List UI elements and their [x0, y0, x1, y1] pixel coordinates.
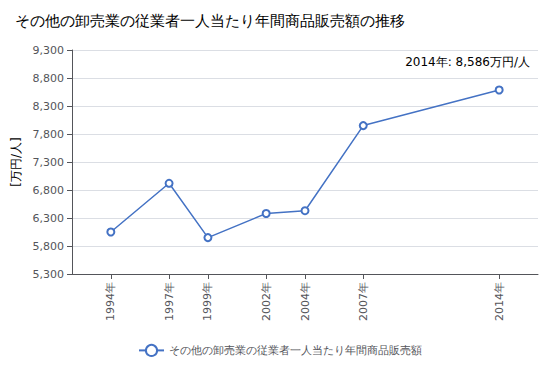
svg-text:8,800: 8,800 [33, 72, 65, 85]
svg-text:5,800: 5,800 [33, 240, 65, 253]
svg-text:5,300: 5,300 [33, 268, 65, 281]
svg-text:その他の卸売業の従業者一人当たり年間商品販売額の推移: その他の卸売業の従業者一人当たり年間商品販売額の推移 [15, 12, 405, 30]
svg-text:2014年: 8,586万円/人: 2014年: 8,586万円/人 [405, 55, 530, 69]
svg-text:6,300: 6,300 [33, 212, 65, 225]
svg-text:1999年: 1999年 [201, 282, 214, 321]
svg-text:その他の卸売業の従業者一人当たり年間商品販売額: その他の卸売業の従業者一人当たり年間商品販売額 [169, 344, 422, 357]
svg-text:7,800: 7,800 [33, 128, 65, 141]
svg-text:6,800: 6,800 [33, 184, 65, 197]
svg-text:1994年: 1994年 [104, 282, 117, 321]
svg-text:1997年: 1997年 [163, 282, 176, 321]
svg-text:8,300: 8,300 [33, 100, 65, 113]
svg-text:9,300: 9,300 [33, 44, 65, 57]
svg-text:2004年: 2004年 [299, 282, 312, 321]
svg-text:7,300: 7,300 [33, 156, 65, 169]
svg-text:[万円/人]: [万円/人] [9, 137, 23, 186]
svg-text:2014年: 2014年 [493, 282, 506, 321]
svg-text:2007年: 2007年 [357, 282, 370, 321]
svg-text:2002年: 2002年 [260, 282, 273, 321]
